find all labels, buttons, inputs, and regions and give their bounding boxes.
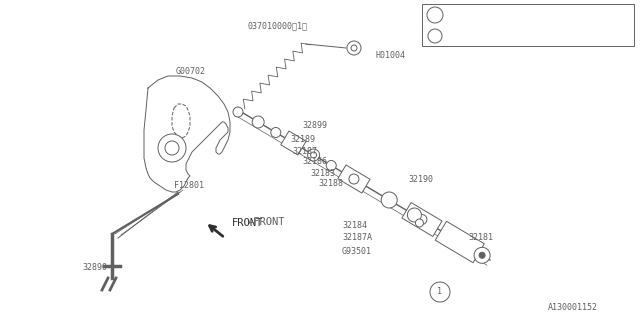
Text: B: B (433, 12, 437, 18)
Circle shape (158, 134, 186, 162)
Text: F12801: F12801 (174, 181, 204, 190)
Circle shape (479, 252, 485, 258)
Text: 32190: 32190 (408, 175, 433, 185)
Text: 32187A: 32187A (342, 234, 372, 243)
Circle shape (381, 192, 397, 208)
Circle shape (271, 127, 281, 138)
Text: 011306180(2): 011306180(2) (447, 11, 502, 20)
Circle shape (415, 219, 424, 227)
Circle shape (427, 7, 443, 23)
Circle shape (349, 174, 359, 184)
Text: G93501: G93501 (342, 247, 372, 257)
Text: 32183: 32183 (310, 169, 335, 178)
Text: 32186: 32186 (302, 157, 327, 166)
Text: FRONT: FRONT (232, 218, 263, 228)
Circle shape (417, 214, 427, 225)
Text: 037010000（1）: 037010000（1） (248, 21, 308, 30)
Text: 32187: 32187 (292, 147, 317, 156)
Text: 32890: 32890 (82, 263, 107, 273)
Circle shape (351, 45, 357, 51)
Text: 32181: 32181 (468, 234, 493, 243)
Circle shape (310, 152, 317, 158)
Circle shape (428, 29, 442, 43)
Text: 1: 1 (433, 33, 437, 39)
Circle shape (430, 282, 450, 302)
Text: ('02MY0109-     ): ('02MY0109- ) (533, 33, 605, 39)
Circle shape (408, 208, 421, 222)
Circle shape (233, 107, 243, 117)
Text: G00702: G00702 (176, 68, 206, 76)
Text: A50675: A50675 (447, 31, 475, 41)
Polygon shape (435, 221, 484, 263)
Circle shape (165, 141, 179, 155)
Text: (      -'02MY0108): ( -'02MY0108) (533, 12, 609, 18)
Text: ←FRONT: ←FRONT (248, 217, 285, 227)
Bar (422, 4, 634, 46)
Circle shape (326, 161, 336, 171)
Circle shape (347, 41, 361, 55)
Circle shape (252, 116, 264, 128)
Text: 1: 1 (438, 287, 442, 297)
Text: A130001152: A130001152 (548, 303, 598, 313)
Text: H01004: H01004 (376, 51, 406, 60)
Text: 32189: 32189 (290, 135, 315, 145)
Circle shape (474, 247, 490, 263)
Circle shape (308, 149, 319, 161)
Text: 32188: 32188 (318, 180, 343, 188)
Polygon shape (338, 165, 370, 193)
Polygon shape (402, 203, 442, 236)
Polygon shape (281, 131, 306, 155)
Text: 32184: 32184 (342, 221, 367, 230)
Text: 32899: 32899 (302, 122, 327, 131)
